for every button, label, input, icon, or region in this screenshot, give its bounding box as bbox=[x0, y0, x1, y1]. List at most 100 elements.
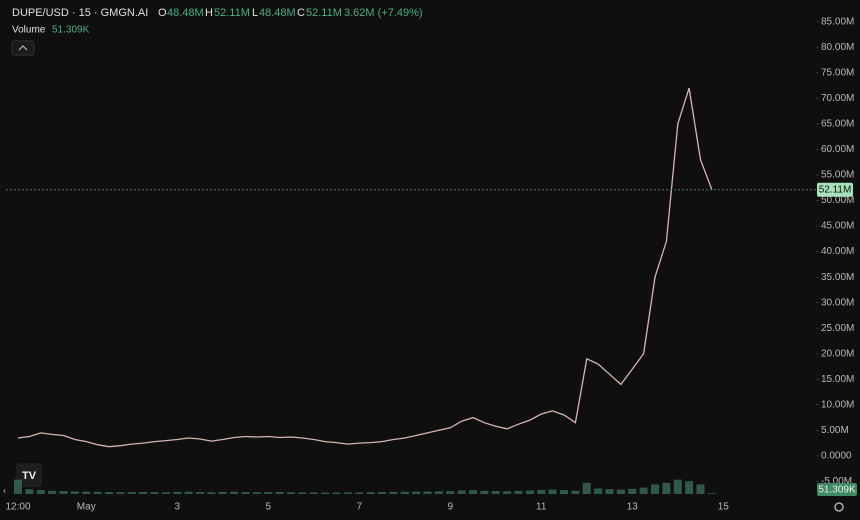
x-tick-label: 7 bbox=[356, 502, 362, 513]
volume-bar bbox=[321, 492, 330, 494]
y-tick-label: 20.00M bbox=[821, 348, 854, 359]
ohlc-close: 52.11M bbox=[306, 7, 342, 19]
volume-bar bbox=[116, 492, 125, 494]
volume-bar bbox=[355, 492, 364, 494]
volume-bar bbox=[343, 492, 352, 494]
ohlc-key: O bbox=[158, 7, 167, 19]
volume-bar bbox=[241, 492, 250, 494]
volume-bar bbox=[537, 489, 546, 494]
y-tick-label: 80.00M bbox=[821, 42, 854, 53]
volume-bar bbox=[480, 490, 489, 494]
y-tick-label: 70.00M bbox=[821, 93, 854, 104]
y-tick-label: 15.00M bbox=[821, 374, 854, 385]
volume-bar bbox=[594, 488, 603, 494]
volume-bar bbox=[59, 491, 68, 494]
volume-bar bbox=[560, 490, 568, 494]
volume-bar bbox=[673, 479, 682, 494]
volume-bar bbox=[150, 492, 159, 494]
x-tick-label: 15 bbox=[718, 502, 730, 513]
volume-bar bbox=[605, 489, 614, 494]
ohlc-low: 48.48M bbox=[259, 7, 296, 19]
volume-bar bbox=[25, 489, 34, 494]
y-tick-label: 25.00M bbox=[821, 323, 854, 334]
volume-bar bbox=[184, 491, 193, 494]
volume-bar bbox=[389, 491, 398, 494]
volume-bar bbox=[161, 492, 170, 494]
chart-title: DUPE/USD · 15 · GMGN.AI bbox=[12, 7, 148, 19]
volume-bar bbox=[434, 491, 443, 494]
x-tick-label: 13 bbox=[627, 502, 639, 513]
price-line bbox=[17, 87, 713, 448]
y-tick-label: 50.00M bbox=[821, 195, 854, 206]
volume-bar bbox=[366, 492, 375, 494]
volume-bar bbox=[218, 491, 227, 494]
volume-bar bbox=[514, 490, 523, 494]
volume-bar bbox=[207, 492, 216, 494]
volume-bar bbox=[639, 487, 648, 494]
volume-bar bbox=[264, 492, 273, 494]
last-price-label: 52.11M bbox=[819, 184, 852, 195]
volume-bar bbox=[491, 491, 500, 494]
settings-icon[interactable] bbox=[834, 502, 844, 512]
ohlc-high: 52.11M bbox=[214, 7, 250, 19]
y-tick-label: 85.00M bbox=[821, 16, 854, 27]
volume-bar bbox=[548, 489, 557, 494]
tv-logo-text: TV bbox=[22, 470, 37, 482]
volume-bar bbox=[628, 488, 637, 494]
x-tick-label: 11 bbox=[536, 502, 547, 513]
collapse-button[interactable] bbox=[11, 40, 35, 56]
ohlc-key: C bbox=[297, 7, 305, 19]
volume-value: 51.309K bbox=[52, 25, 90, 36]
volume-bar bbox=[173, 491, 182, 494]
volume-bar bbox=[70, 491, 79, 494]
volume-bar bbox=[105, 492, 113, 494]
x-tick-label: 9 bbox=[447, 502, 453, 513]
volume-bar bbox=[503, 491, 512, 494]
volume-bar bbox=[82, 491, 91, 494]
volume-bar bbox=[252, 492, 261, 494]
volume-bar bbox=[707, 493, 716, 494]
volume-bar bbox=[14, 479, 22, 494]
volume-bar bbox=[469, 490, 477, 494]
scroll-left[interactable]: ‹ bbox=[3, 485, 6, 495]
volume-bar bbox=[378, 492, 386, 494]
ohlc-open: 48.48M bbox=[167, 7, 204, 19]
ohlc-key: L bbox=[252, 7, 258, 19]
y-tick-label: 45.00M bbox=[821, 221, 854, 232]
y-tick-label: -5.00M bbox=[821, 476, 852, 487]
volume-bar bbox=[36, 490, 45, 494]
volume-bar bbox=[571, 490, 580, 494]
volume-bar bbox=[616, 489, 625, 494]
x-tick-label: 12:00 bbox=[5, 502, 30, 513]
y-tick-label: 75.00M bbox=[821, 67, 854, 78]
volume-bar bbox=[48, 490, 57, 494]
y-tick-label: 60.00M bbox=[821, 144, 854, 155]
y-tick-label: 30.00M bbox=[821, 297, 854, 308]
volume-bar bbox=[423, 491, 432, 494]
y-tick-label: 55.00M bbox=[821, 170, 854, 181]
tv-logo[interactable] bbox=[16, 463, 42, 487]
y-tick-label: 35.00M bbox=[821, 272, 854, 283]
volume-bar bbox=[287, 492, 295, 494]
volume-legend: Volume bbox=[12, 25, 46, 36]
change: 3.62M (+7.49%) bbox=[344, 7, 423, 19]
volume-tag-label: 51.309K bbox=[818, 485, 856, 496]
x-tick-label: 3 bbox=[174, 502, 180, 513]
last-price-tag bbox=[817, 182, 853, 197]
volume-bar bbox=[685, 481, 694, 494]
y-tick-label: 65.00M bbox=[821, 119, 854, 130]
volume-tag bbox=[817, 483, 857, 496]
volume-bar bbox=[696, 484, 705, 494]
volume-bar bbox=[275, 491, 284, 494]
volume-bar bbox=[662, 482, 671, 494]
volume-bar bbox=[230, 491, 239, 494]
volume-bar bbox=[309, 492, 318, 494]
volume-bar bbox=[457, 490, 466, 494]
ohlc-key: H bbox=[205, 7, 213, 19]
volume-bar bbox=[651, 484, 659, 494]
volume-bar bbox=[525, 490, 534, 494]
collapse-icon bbox=[18, 45, 28, 51]
volume-bar bbox=[400, 491, 409, 494]
